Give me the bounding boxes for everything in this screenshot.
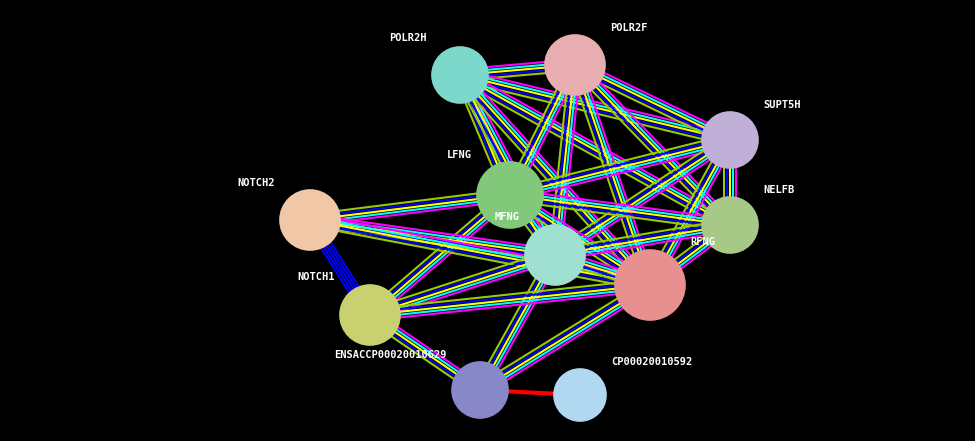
Circle shape xyxy=(452,362,508,418)
Text: RFNG: RFNG xyxy=(690,237,715,247)
Text: POLR2F: POLR2F xyxy=(610,23,647,33)
Circle shape xyxy=(340,285,400,345)
Text: NOTCH1: NOTCH1 xyxy=(297,272,335,282)
Text: CP00020010592: CP00020010592 xyxy=(611,357,692,367)
Circle shape xyxy=(702,112,758,168)
Text: ENSACCP00020010629: ENSACCP00020010629 xyxy=(334,350,447,360)
Circle shape xyxy=(545,35,605,95)
Circle shape xyxy=(615,250,685,320)
Text: MFNG: MFNG xyxy=(495,212,520,222)
Circle shape xyxy=(554,369,606,421)
Text: SUPT5H: SUPT5H xyxy=(763,100,800,110)
Text: POLR2H: POLR2H xyxy=(389,33,427,43)
Text: LFNG: LFNG xyxy=(447,150,472,160)
Text: NELFB: NELFB xyxy=(763,185,795,195)
Circle shape xyxy=(525,225,585,285)
Circle shape xyxy=(477,162,543,228)
Circle shape xyxy=(432,47,488,103)
Circle shape xyxy=(280,190,340,250)
Text: NOTCH2: NOTCH2 xyxy=(238,178,275,188)
Circle shape xyxy=(702,197,758,253)
